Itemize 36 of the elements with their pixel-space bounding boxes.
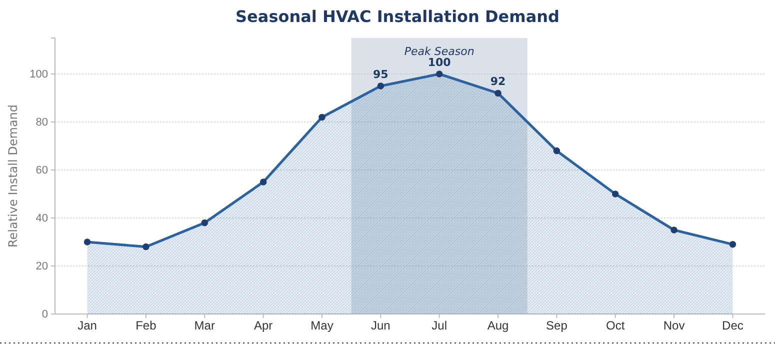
y-tick-label: 0: [42, 308, 48, 321]
x-tick-label: Jan: [78, 318, 97, 333]
point: [436, 70, 443, 78]
point: [553, 147, 560, 154]
point: [318, 114, 326, 121]
point: [494, 90, 502, 97]
y-tick-label: 60: [36, 164, 48, 177]
x-tick-label: Jun: [370, 318, 390, 333]
x-tick-label: Feb: [136, 318, 157, 333]
x-tick-label: Sep: [546, 318, 568, 333]
point: [260, 178, 267, 186]
point: [670, 226, 678, 234]
x-tick-label: Oct: [606, 318, 626, 333]
y-tick-label: 80: [36, 116, 48, 129]
x-tick-label: May: [310, 318, 334, 333]
x-tick-label: Dec: [722, 318, 744, 333]
point: [84, 238, 91, 246]
x-tick-label: Jul: [432, 318, 448, 333]
point: [142, 243, 150, 250]
text: 100: [428, 56, 451, 69]
point: [377, 82, 384, 90]
y-tick-label: 100: [30, 68, 48, 81]
x-tick-label: Apr: [254, 318, 273, 333]
text: 92: [490, 75, 506, 88]
x-tick-label: Mar: [194, 318, 215, 333]
band-label: Peak Season: [404, 45, 474, 58]
x-tick-label: Aug: [487, 318, 509, 333]
text: 95: [373, 68, 388, 81]
point: [729, 241, 736, 248]
chart-title: Seasonal HVAC Installation Demand: [236, 7, 560, 26]
point: [201, 219, 208, 226]
y-tick-label: 20: [36, 260, 48, 273]
x-tick-label: Nov: [663, 318, 685, 333]
point: [612, 190, 619, 198]
y-axis-title: Relative Install Demand: [6, 104, 20, 248]
y-tick-label: 40: [36, 212, 48, 225]
